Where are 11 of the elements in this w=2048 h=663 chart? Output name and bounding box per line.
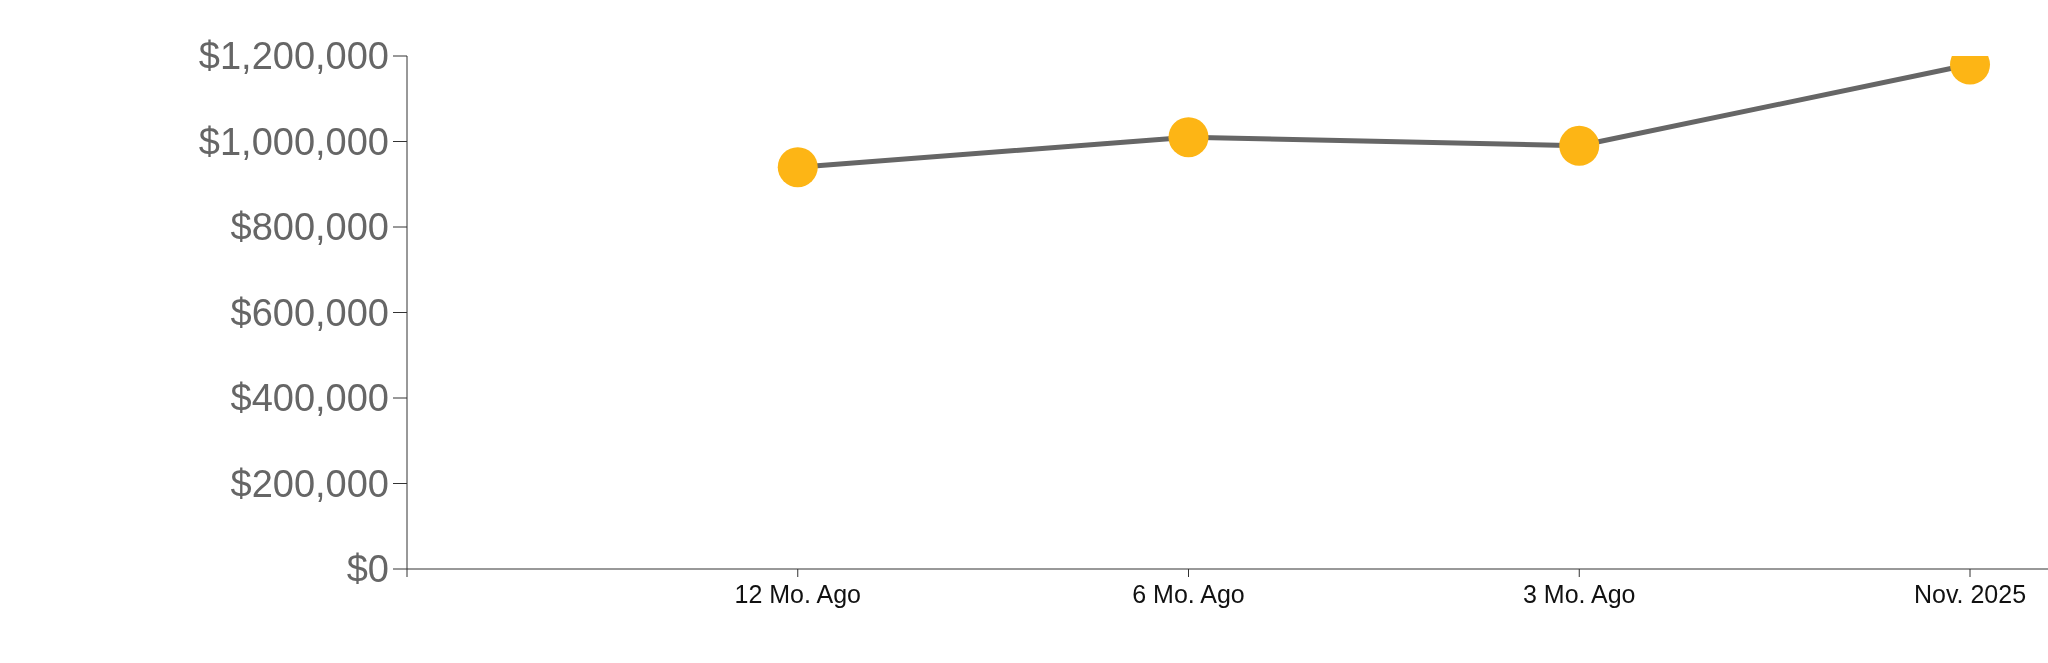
y-tick-label: $1,000,000 — [198, 120, 389, 163]
y-tick-label: $0 — [346, 548, 389, 591]
x-tick-label: 6 Mo. Ago — [1132, 579, 1245, 608]
y-tick-label: $1,200,000 — [198, 35, 389, 78]
y-tick-label: $200,000 — [230, 462, 389, 505]
y-tick-label: $800,000 — [230, 206, 389, 249]
x-tick-label: 12 Mo. Ago — [734, 579, 861, 608]
y-tick-label: $600,000 — [230, 291, 389, 334]
y-tick-label: $400,000 — [230, 377, 389, 420]
x-tick-label: 3 Mo. Ago — [1522, 579, 1636, 608]
x-tick-label: Nov. 2025 — [1913, 579, 2027, 608]
